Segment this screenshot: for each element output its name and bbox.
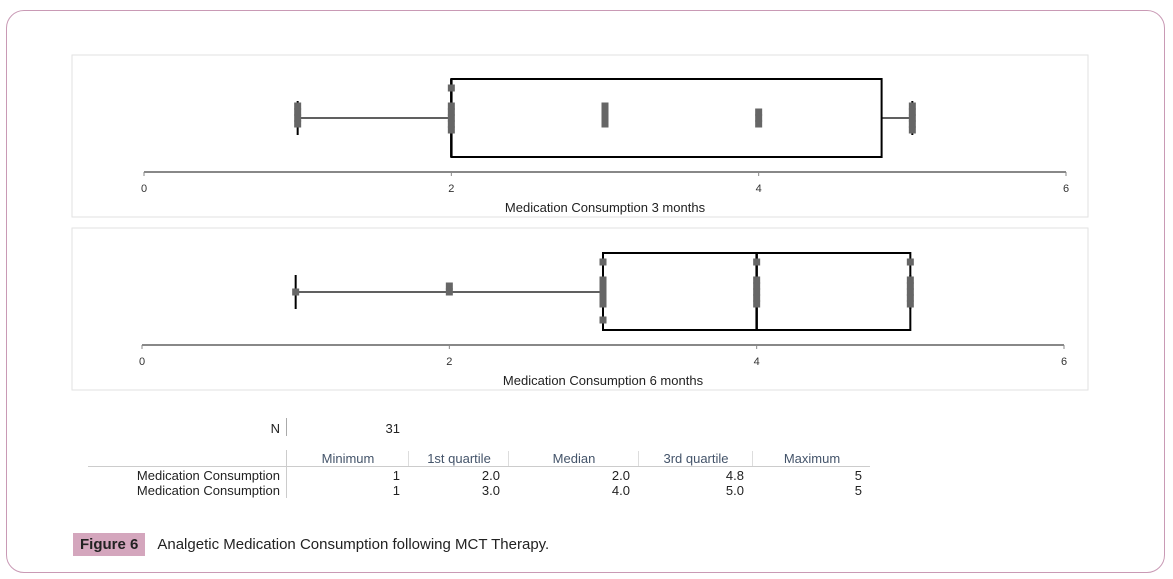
data-point [908,102,916,110]
data-point [906,282,914,290]
column-header: 3rd quartile [638,451,753,466]
data-point [599,276,607,284]
data-point [755,108,763,116]
x-axis-label: Medication Consumption 3 months [505,200,706,215]
table-cell: 1 [392,468,400,483]
data-point [445,288,453,296]
data-point [753,300,761,308]
data-point [447,114,455,122]
column-header: Minimum [321,451,375,466]
x-tick-label: 2 [446,356,452,368]
data-point [906,294,914,302]
data-point [599,282,607,290]
data-point [908,114,916,122]
data-point [601,120,609,128]
data-point [753,282,761,290]
x-tick-label: 4 [756,183,762,195]
data-point [906,258,914,266]
data-point [445,282,453,290]
table-cell: 2.0 [611,468,630,483]
data-point [753,288,761,296]
x-tick-label: 6 [1063,183,1069,195]
data-point [753,258,761,266]
data-point [292,288,300,296]
x-tick-label: 2 [448,183,454,195]
data-point [908,126,916,134]
row-label: Medication Consumption [136,468,280,483]
figure-frame [6,10,1165,573]
data-point [906,300,914,308]
data-point [447,126,455,134]
data-point [599,258,607,266]
row-label: Medication Consumption [136,483,280,498]
n-label: N [270,421,280,436]
data-point [599,294,607,302]
table-cell: 5.0 [725,483,744,498]
x-tick-label: 4 [754,356,760,368]
table-cell: 5 [854,468,862,483]
data-point [294,108,302,116]
data-point [294,114,302,122]
column-header: Median [508,451,639,466]
data-point [599,300,607,308]
data-point [755,114,763,122]
data-point [294,120,302,128]
column-header: Maximum [752,451,871,466]
data-point [755,120,763,128]
data-point [601,102,609,110]
data-point [294,102,302,110]
data-point [447,102,455,110]
data-point [601,108,609,116]
data-point [906,276,914,284]
figure-label: Figure 6 [73,533,146,556]
n-value: 31 [385,421,400,436]
table-cell: 3.0 [481,483,500,498]
data-point [447,84,455,92]
table-cell: 5 [854,483,862,498]
table-cell: 4.0 [611,483,630,498]
x-tick-label: 0 [141,183,147,195]
data-point [753,276,761,284]
data-point [601,114,609,122]
data-point [599,288,607,296]
table-cell: 4.8 [725,468,744,483]
data-point [908,108,916,116]
figure-caption: Figure 6 Analgetic Medication Consumptio… [73,533,549,556]
data-point [908,120,916,128]
x-tick-label: 0 [139,356,145,368]
x-tick-label: 6 [1061,356,1067,368]
data-point [447,108,455,116]
plot-panel [71,54,1089,218]
x-axis-label: Medication Consumption 6 months [503,373,704,388]
data-point [599,316,607,324]
data-point [906,288,914,296]
data-point [753,294,761,302]
caption-text: Analgetic Medication Consumption followi… [157,536,550,553]
table-cell: 1 [392,483,400,498]
plot-panel [71,227,1089,391]
data-point [447,120,455,128]
column-header: 1st quartile [408,451,509,466]
table-cell: 2.0 [481,468,500,483]
